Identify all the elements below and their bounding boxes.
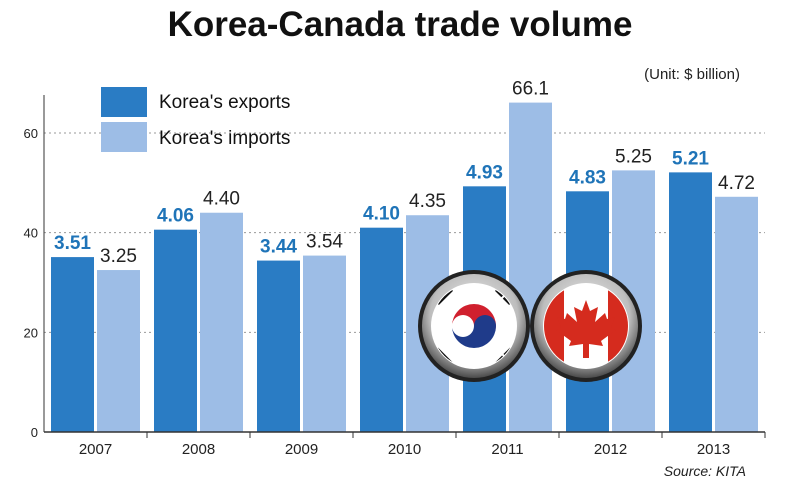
data-label-imports-2011: 66.1 xyxy=(512,79,549,100)
bar-exports-2008 xyxy=(154,229,197,432)
data-label-imports-2010: 4.35 xyxy=(409,191,446,212)
bar-imports-2013 xyxy=(715,196,758,432)
gridlines xyxy=(44,132,765,333)
bar-exports-2013 xyxy=(669,172,712,432)
unit-note: (Unit: $ billion) xyxy=(644,66,740,83)
bar-exports-2010 xyxy=(360,227,403,432)
data-label-imports-2012: 5.25 xyxy=(615,146,652,167)
data-label-imports-2007: 3.25 xyxy=(100,246,137,267)
x-tick-label-2007: 2007 xyxy=(79,441,112,458)
legend-label-imports: Korea's imports xyxy=(159,128,290,149)
legend-swatch-imports xyxy=(101,122,147,152)
bar-imports-2008 xyxy=(200,212,243,432)
x-tick-label-2008: 2008 xyxy=(182,441,215,458)
canada-flag-icon xyxy=(530,270,642,382)
y-tick-label: 0 xyxy=(31,425,38,440)
data-label-exports-2013: 5.21 xyxy=(672,148,709,169)
data-label-imports-2013: 4.72 xyxy=(718,173,755,194)
data-labels: 3.51 3.25 4.06 4.40 3.44 3.54 4.10 4.35 4.93 66.1… xyxy=(54,79,755,267)
data-label-exports-2011: 4.93 xyxy=(466,162,503,183)
data-label-exports-2009: 3.44 xyxy=(260,237,297,258)
legend-label-exports: Korea's exports xyxy=(159,92,290,113)
x-tick-label-2012: 2012 xyxy=(594,441,627,458)
data-label-exports-2012: 4.83 xyxy=(569,167,606,188)
x-tick-label-2009: 2009 xyxy=(285,441,318,458)
x-tick-label-2013: 2013 xyxy=(697,441,730,458)
data-label-exports-2010: 4.10 xyxy=(363,204,400,225)
legend: Korea's exports Korea's imports xyxy=(101,87,290,152)
data-label-imports-2008: 4.40 xyxy=(203,189,240,210)
bar-imports-2007 xyxy=(97,270,140,432)
data-label-exports-2008: 4.06 xyxy=(157,206,194,227)
data-label-imports-2009: 3.54 xyxy=(306,232,343,253)
bar-exports-2007 xyxy=(51,257,94,432)
y-tick-label: 40 xyxy=(24,226,38,241)
bar-imports-2011 xyxy=(509,102,552,432)
y-axis-ticks: 0 20 40 60 xyxy=(24,126,38,440)
x-tick-label-2010: 2010 xyxy=(388,441,421,458)
legend-swatch-exports xyxy=(101,87,147,117)
data-label-exports-2007: 3.51 xyxy=(54,233,91,254)
x-axis-ticks: 2007 2008 2009 2010 2011 2012 2013 xyxy=(79,432,766,458)
chart-title: Korea-Canada trade volume xyxy=(168,5,633,44)
korea-flag-icon xyxy=(418,270,530,382)
y-tick-label: 20 xyxy=(24,325,38,340)
bar-imports-2009 xyxy=(303,255,346,432)
source-note: Source: KITA xyxy=(664,463,746,479)
y-tick-label: 60 xyxy=(24,126,38,141)
x-tick-label-2011: 2011 xyxy=(491,441,523,458)
bar-exports-2009 xyxy=(257,260,300,432)
bars xyxy=(51,102,758,432)
